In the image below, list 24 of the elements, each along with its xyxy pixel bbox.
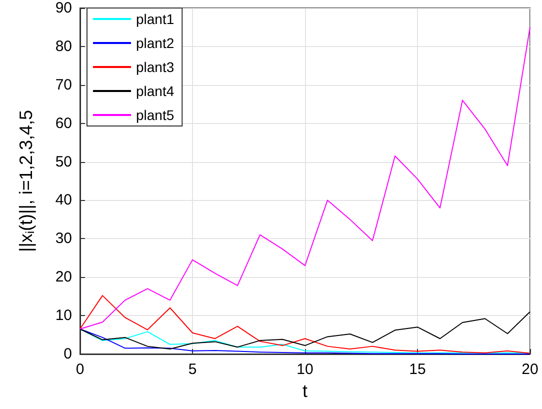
y-tick-label: 10 [55,307,72,324]
y-tick-label: 90 [55,0,72,16]
y-tick-label: 60 [55,114,72,132]
y-tick-label: 20 [55,268,72,286]
x-tick-label: 5 [188,361,197,378]
x-tick-label: 10 [296,361,314,378]
y-tick-label: 40 [55,192,72,209]
y-tick-label: 0 [64,346,72,362]
legend-label: plant2 [136,35,174,51]
line-series [80,311,530,350]
y-tick-label: 30 [55,230,72,248]
legend-label: plant5 [136,107,174,123]
y-tick-label: 80 [55,38,72,55]
x-axis-title: t [302,381,308,401]
legend-label: plant4 [136,83,174,99]
x-tick-label: 20 [522,361,538,378]
legend-label: plant3 [136,59,174,75]
y-axis-title: ||xi(t)||, i=1,2,3,4,5 [16,110,37,252]
y-tick-label: 70 [55,76,72,94]
line-series [80,26,530,330]
y-tick-label: 50 [55,153,72,170]
legend-label: plant1 [136,11,174,27]
x-tick-label: 15 [409,361,426,378]
x-tick-label: 0 [76,361,84,378]
